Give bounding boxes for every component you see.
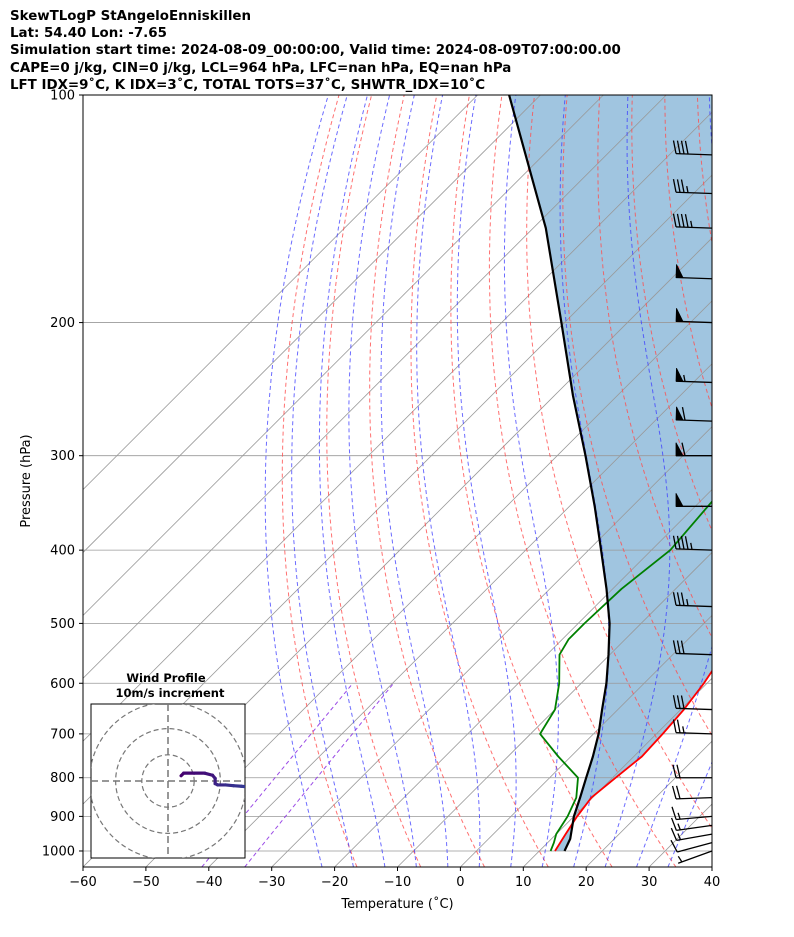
x-axis-label: Temperature (˚C) bbox=[340, 896, 453, 912]
moist-adiabat-line bbox=[604, 95, 671, 867]
chart-title: SkewTLogP StAngeloEnniskillen bbox=[10, 9, 252, 24]
dry-adiabat-line bbox=[763, 95, 794, 867]
hodograph-title: Wind Profile bbox=[126, 671, 206, 685]
isotherm-line bbox=[397, 551, 712, 867]
y-axis-label: Pressure (hPa) bbox=[19, 434, 34, 527]
isotherm-line bbox=[711, 866, 712, 867]
isotherm-line bbox=[460, 614, 712, 867]
x-tick-label: 40 bbox=[704, 875, 721, 890]
x-tick-label: 20 bbox=[578, 875, 595, 890]
wind-barb bbox=[671, 806, 713, 821]
isotherm-line bbox=[83, 95, 604, 616]
x-tick-label: −50 bbox=[132, 875, 159, 890]
indices-line-1: CAPE=0 j/kg, CIN=0 j/kg, LCL=964 hPa, LF… bbox=[10, 60, 512, 76]
y-tick-label: 100 bbox=[50, 89, 75, 104]
indices-line-2: LFT IDX=9˚C, K IDX=3˚C, TOTAL TOTS=37˚C,… bbox=[10, 77, 486, 93]
wind-barb bbox=[675, 442, 712, 457]
dry-adiabat-line bbox=[730, 95, 794, 867]
moist-adiabat-line bbox=[416, 95, 481, 867]
moist-adiabat-line bbox=[318, 95, 386, 867]
temperature-profile bbox=[554, 669, 712, 852]
dry-adiabat-line bbox=[410, 95, 549, 867]
wind-barb bbox=[672, 695, 713, 711]
wind-barb bbox=[671, 785, 713, 800]
moist-adiabat-line bbox=[636, 95, 712, 867]
wind-barb bbox=[677, 850, 713, 864]
dry-adiabat-line bbox=[326, 95, 422, 867]
wind-barb bbox=[672, 535, 713, 551]
x-tick-label: −10 bbox=[384, 875, 411, 890]
x-tick-label: −40 bbox=[195, 875, 222, 890]
y-tick-label: 400 bbox=[50, 544, 75, 559]
y-tick-label: 1000 bbox=[42, 844, 75, 859]
isotherm-line bbox=[208, 363, 712, 867]
chart-header: SkewTLogP StAngeloEnniskillen Lat: 54.40… bbox=[10, 8, 621, 94]
dry-adiabat-line bbox=[450, 95, 613, 867]
y-tick-label: 800 bbox=[50, 771, 75, 786]
wind-barb bbox=[672, 764, 712, 779]
location-line: Lat: 54.40 Lon: -7.65 bbox=[10, 26, 167, 42]
isotherm-line bbox=[523, 677, 712, 867]
dry-adiabat-line bbox=[281, 95, 358, 867]
isotherm-line bbox=[83, 95, 541, 554]
x-tick-label: 30 bbox=[641, 875, 658, 890]
wind-barb bbox=[672, 719, 713, 735]
cape-cin-shading bbox=[509, 95, 712, 851]
wind-barb bbox=[670, 817, 713, 832]
hodograph-plot bbox=[91, 704, 245, 858]
x-tick-label: −30 bbox=[258, 875, 285, 890]
x-tick-label: −20 bbox=[321, 875, 348, 890]
isotherm-line bbox=[334, 489, 712, 867]
hodograph-subtitle: 10m/s increment bbox=[116, 686, 225, 700]
wind-barb bbox=[675, 493, 712, 507]
wind-barb bbox=[670, 827, 713, 842]
dry-adiabat-line bbox=[369, 95, 485, 867]
x-tick-label: 10 bbox=[515, 875, 532, 890]
moist-adiabat-line bbox=[667, 760, 712, 867]
wind-barb bbox=[675, 308, 713, 324]
isotherm-line bbox=[83, 95, 667, 679]
moist-adiabat-line bbox=[503, 95, 559, 867]
dry-adiabat-line bbox=[488, 95, 677, 867]
y-tick-label: 300 bbox=[50, 449, 75, 464]
x-tick-label: 0 bbox=[456, 875, 464, 890]
parcel-profile bbox=[508, 95, 611, 852]
moist-adiabat-line bbox=[456, 95, 517, 867]
wind-barb bbox=[675, 368, 713, 384]
isotherm-line bbox=[83, 95, 478, 491]
isotherm-line bbox=[145, 300, 712, 867]
wind-barb bbox=[670, 839, 713, 853]
dry-adiabat-line bbox=[631, 95, 712, 532]
isotherm-line bbox=[271, 426, 712, 867]
x-tick-label: −60 bbox=[69, 875, 96, 890]
wind-barb bbox=[672, 179, 713, 195]
dewpoint-profile bbox=[539, 500, 712, 852]
y-tick-label: 700 bbox=[50, 727, 75, 742]
wind-barb bbox=[672, 640, 713, 656]
time-line: Simulation start time: 2024-08-09_00:00:… bbox=[10, 43, 621, 59]
y-tick-label: 600 bbox=[50, 677, 75, 692]
y-tick-label: 200 bbox=[50, 316, 75, 331]
moist-adiabat-line bbox=[291, 95, 354, 867]
wind-barb bbox=[672, 213, 713, 229]
wind-barb bbox=[672, 592, 713, 608]
dry-adiabat-line bbox=[526, 95, 712, 829]
moist-adiabat-line bbox=[380, 95, 449, 867]
mixing-ratio-line bbox=[244, 682, 394, 867]
wind-barb bbox=[675, 406, 713, 422]
y-tick-label: 900 bbox=[50, 810, 75, 825]
hodograph-trace bbox=[239, 784, 245, 789]
y-tick-label: 500 bbox=[50, 617, 75, 632]
wind-barb bbox=[672, 140, 713, 156]
wind-barb bbox=[675, 264, 713, 280]
isotherm-line bbox=[83, 111, 712, 742]
